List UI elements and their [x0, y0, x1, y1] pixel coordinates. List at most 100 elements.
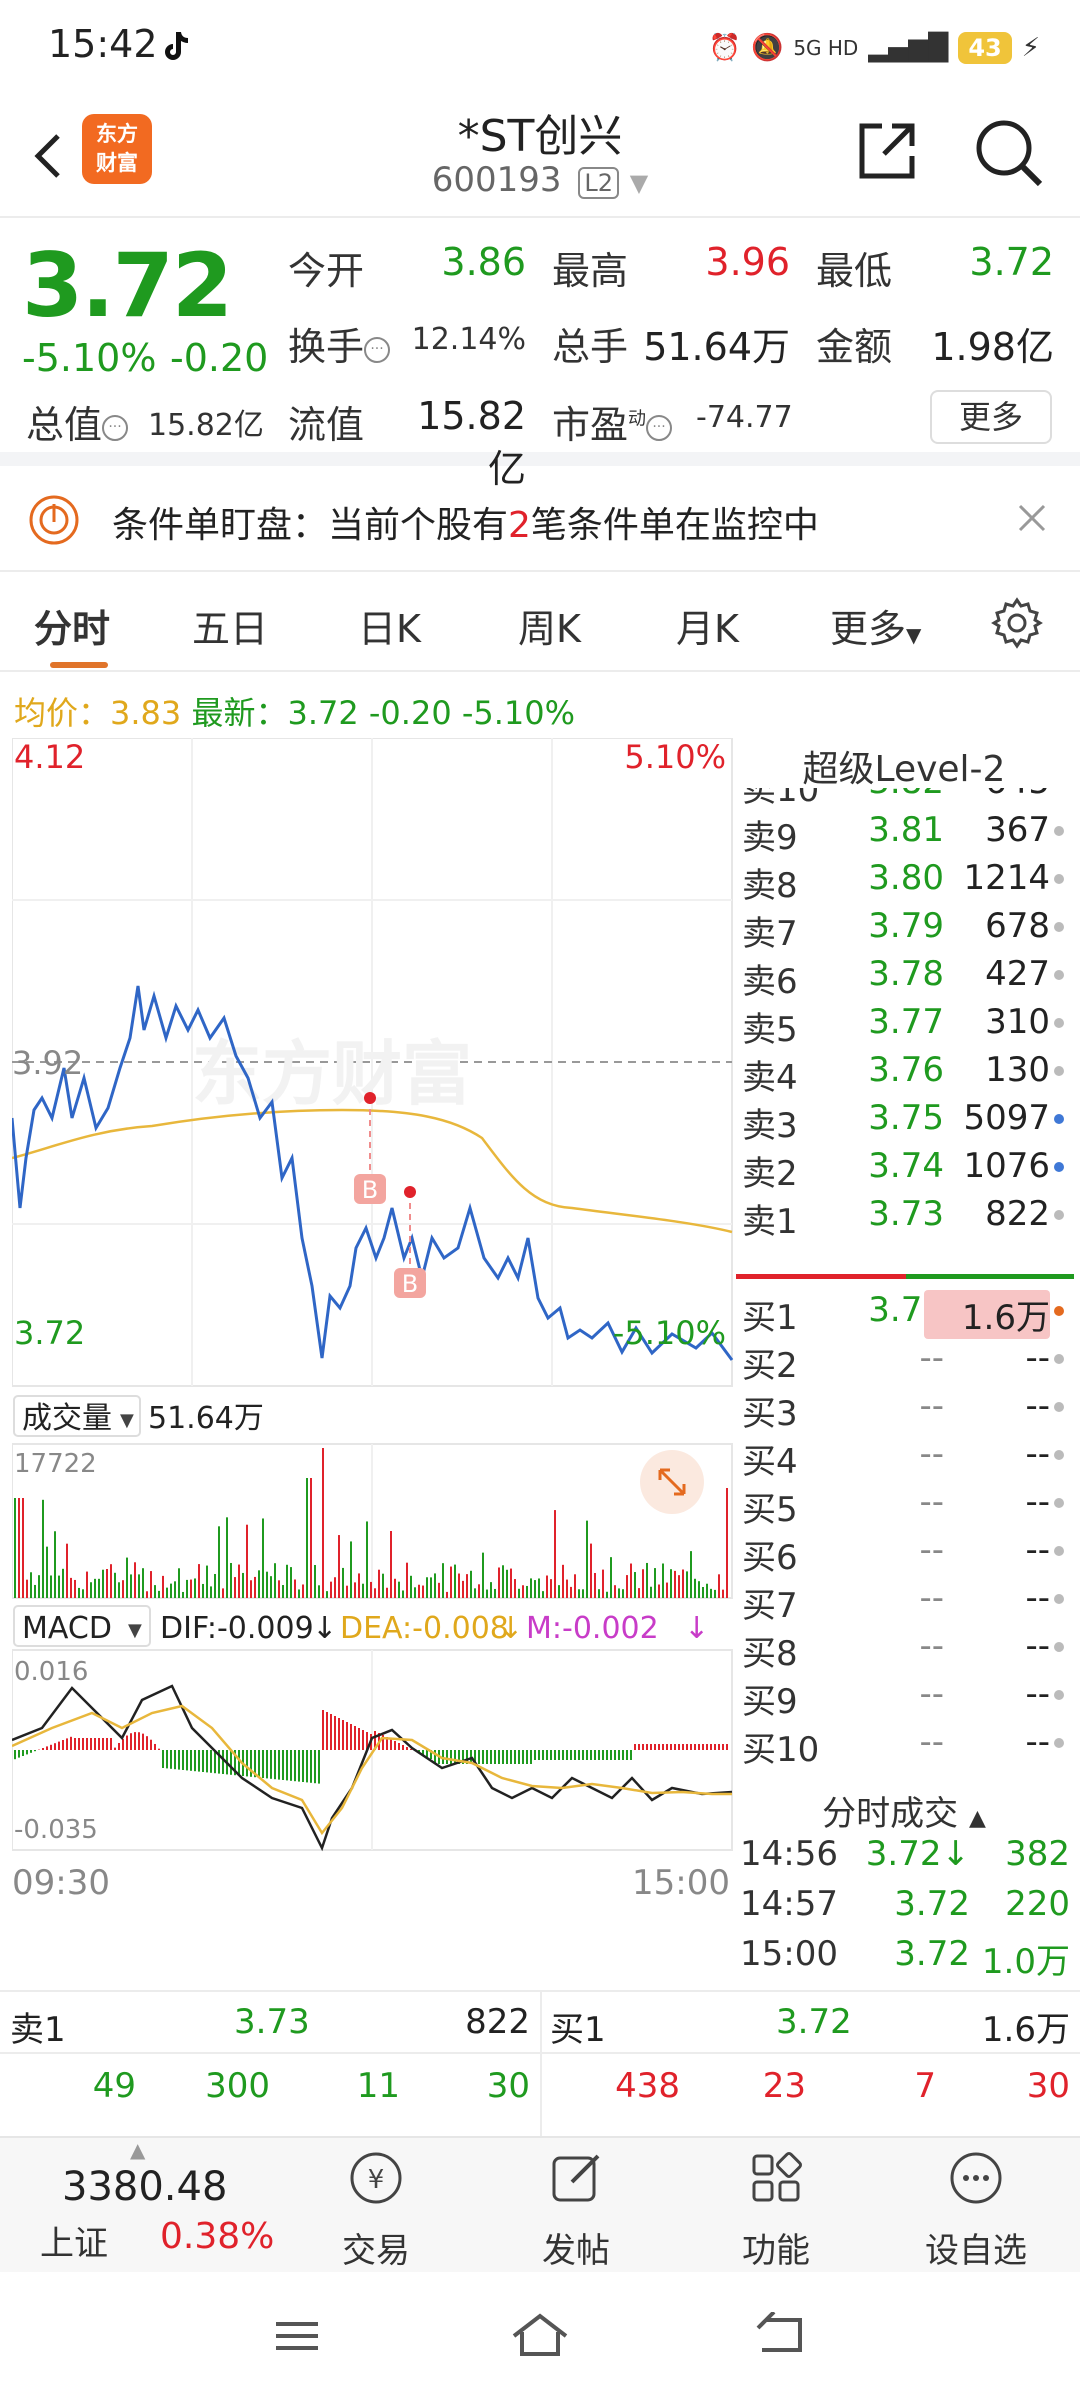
bid-row[interactable]: 买5 -- -- [734, 1482, 1074, 1530]
ask-price: 3.80 [868, 858, 944, 898]
volume-bar [626, 1575, 628, 1598]
ask-price: 3.76 [868, 1050, 944, 1090]
macd-bar [58, 1741, 60, 1750]
alarm-icon: ⏰ [708, 33, 741, 63]
bid-row[interactable]: 买6 -- -- [734, 1530, 1074, 1578]
volume-selector[interactable] [13, 1395, 141, 1437]
nav-post[interactable]: 发帖 [506, 2148, 646, 2272]
macd-bar [170, 1750, 172, 1769]
ask-row[interactable]: 卖1 3.73 822 [734, 1194, 1074, 1242]
dif-line [12, 1684, 733, 1852]
volume-bar [470, 1570, 472, 1598]
intraday-chart[interactable]: 东方财富 B B 4.12 3.92 3.72 5.10% -5.10% 成交量… [12, 738, 734, 1988]
bid-row[interactable]: 买10 -- -- [734, 1722, 1074, 1770]
tab-monthly-k[interactable]: 月K [676, 607, 739, 651]
nav-functions[interactable]: 功能 [706, 2148, 846, 2272]
bid-volume: -- [1025, 1578, 1050, 1618]
ask-label: 卖1 [742, 1202, 798, 1242]
bid-price: -- [919, 1578, 944, 1618]
ask-row[interactable]: 卖2 3.74 1076 [734, 1146, 1074, 1194]
search-icon[interactable] [970, 114, 1046, 190]
trade-volume: 382 [1005, 1834, 1070, 1874]
macd-bar [446, 1750, 448, 1764]
volume-bar [614, 1585, 616, 1598]
bid-row[interactable]: 买4 -- -- [734, 1434, 1074, 1482]
high-value: 3.96 [705, 240, 790, 284]
return-icon[interactable] [752, 2312, 808, 2358]
gear-icon[interactable] [990, 596, 1044, 650]
macd-bar [302, 1750, 304, 1782]
share-icon[interactable] [852, 116, 922, 186]
ask-row[interactable]: 卖5 3.77 310 [734, 1002, 1074, 1050]
volume-bar [690, 1551, 692, 1598]
ask-row[interactable]: 卖7 3.79 678 [734, 906, 1074, 954]
tab-five-day[interactable]: 五日 [192, 607, 269, 651]
bid-row[interactable]: 买7 -- -- [734, 1578, 1074, 1626]
info-icon[interactable]: ··· [102, 414, 129, 441]
home-icon[interactable] [510, 2310, 570, 2360]
bid-volume: -- [1025, 1674, 1050, 1714]
macd-bar [698, 1744, 700, 1750]
volume-bar [218, 1526, 220, 1598]
menu-icon[interactable] [272, 2316, 322, 2356]
ask-row[interactable]: 卖4 3.76 130 [734, 1050, 1074, 1098]
volume-bar [678, 1575, 680, 1598]
info-icon[interactable]: ··· [364, 336, 391, 363]
volume-bar [314, 1564, 316, 1598]
volume-bar [254, 1576, 256, 1598]
indicator-selector[interactable] [13, 1605, 151, 1647]
nav-add-watchlist[interactable]: 设自选 [906, 2148, 1046, 2272]
bid-row[interactable]: 买2 -- -- [734, 1338, 1074, 1386]
tab-more[interactable]: 更多▼ [830, 598, 921, 653]
tab-intraday[interactable]: 分时 [34, 607, 111, 651]
buy-marker[interactable] [354, 1174, 386, 1204]
macd-bar [722, 1744, 724, 1750]
ask-price: 3.81 [868, 810, 944, 850]
ask-row[interactable]: 卖10 3.82 645 [734, 788, 1074, 810]
tab-daily-k[interactable]: 日K [358, 607, 421, 651]
buy-marker[interactable] [394, 1268, 426, 1298]
macd-bar [106, 1738, 108, 1750]
more-button[interactable]: 更多 [930, 390, 1052, 444]
volume-bar [702, 1587, 704, 1598]
time-sales-title[interactable]: 分时成交 ▲ [734, 1786, 1074, 1835]
alert-prefix: 条件单盯盘：当前个股有 [112, 505, 509, 546]
volume-bar [194, 1578, 196, 1598]
close-icon[interactable] [1012, 498, 1052, 538]
back-button[interactable] [20, 116, 80, 196]
low-label: 最低 [816, 249, 893, 293]
volume-bar [162, 1575, 164, 1598]
bid-row[interactable]: 买3 -- -- [734, 1386, 1074, 1434]
bid-row[interactable]: 买8 -- -- [734, 1626, 1074, 1674]
index-value[interactable]: 3380.48 [62, 2164, 228, 2210]
bid-row[interactable]: 买1 3.72 1.6万 [734, 1290, 1074, 1339]
stock-code-selector[interactable]: 600193 L2 ▼ [0, 160, 1080, 200]
index-name: 上证 [40, 2224, 108, 2264]
bid-row[interactable]: 买9 -- -- [734, 1674, 1074, 1722]
volume-bar [334, 1577, 336, 1598]
condition-order-banner[interactable]: 条件单盯盘：当前个股有2笔条件单在监控中 [0, 466, 1080, 572]
ask-row[interactable]: 卖8 3.80 1214 [734, 858, 1074, 906]
dot-icon [1054, 1594, 1064, 1604]
mute-icon: 🔕 [750, 33, 784, 63]
logo-text: 东方 [96, 122, 138, 146]
volume-bar [546, 1575, 548, 1598]
macd-bar [470, 1750, 472, 1764]
chevron-up-icon[interactable]: ▲ [130, 2138, 146, 2162]
volume-bar [650, 1586, 652, 1598]
tab-weekly-k[interactable]: 周K [518, 607, 581, 651]
bid-detail: 23 [762, 2066, 806, 2106]
ask-row[interactable]: 卖3 3.75 5097 [734, 1098, 1074, 1146]
nav-trade[interactable]: ¥ 交易 [306, 2148, 446, 2272]
volume-bar [410, 1575, 412, 1598]
macd-bar [610, 1750, 612, 1760]
level2-title[interactable]: 超级Level-2 [802, 749, 1006, 790]
down-arrow-icon: ↓ [498, 1611, 523, 1646]
avg-value: 3.83 [110, 694, 182, 732]
ask-row[interactable]: 卖9 3.81 367 [734, 810, 1074, 858]
ask-row[interactable]: 卖6 3.78 427 [734, 954, 1074, 1002]
expand-icon [658, 1468, 686, 1496]
info-icon[interactable]: ··· [646, 414, 673, 441]
macd-bar [162, 1750, 164, 1768]
ask-label: 卖5 [742, 1010, 798, 1050]
